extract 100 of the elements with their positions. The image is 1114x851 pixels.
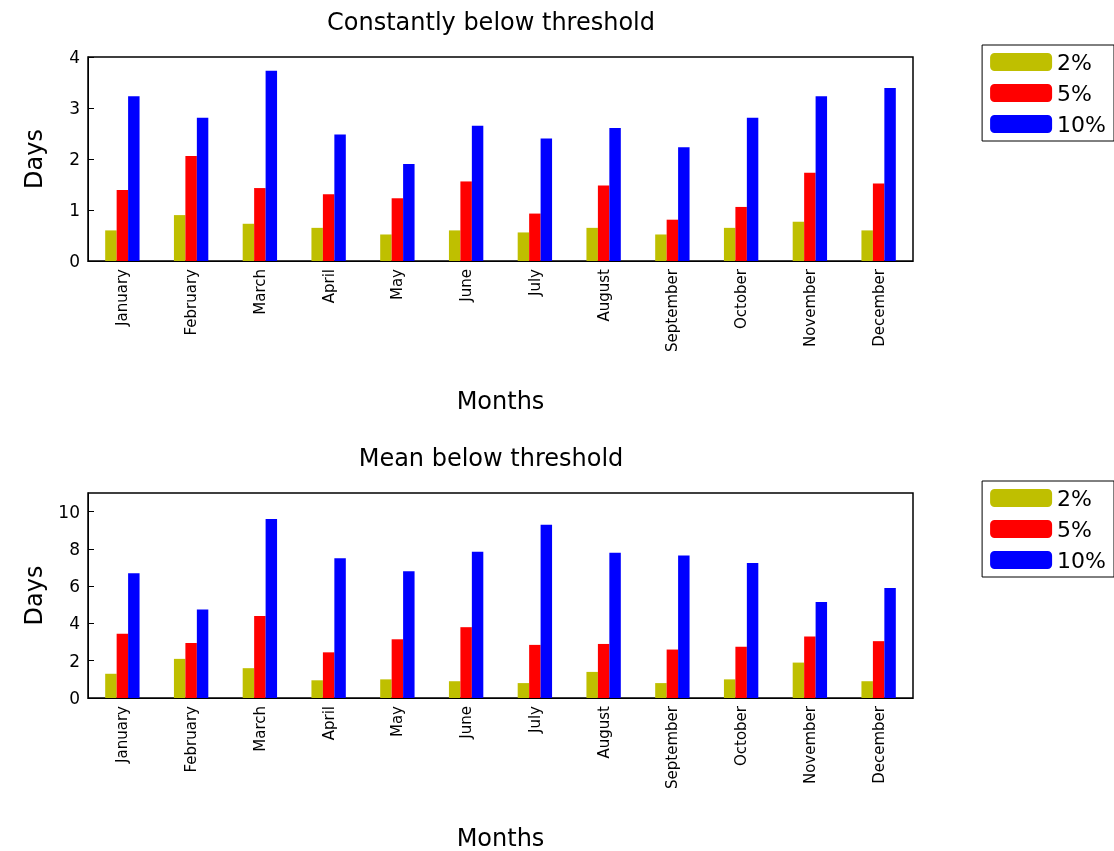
bar	[517, 232, 530, 261]
y-tick-label: 2	[69, 650, 80, 671]
bar	[861, 230, 873, 261]
x-tick-label: May	[388, 268, 407, 301]
bar	[403, 164, 415, 261]
y-axis-title: Days	[20, 565, 48, 626]
bar	[609, 127, 621, 261]
x-tick-label: August	[594, 705, 613, 759]
bar	[265, 70, 278, 261]
bar	[242, 223, 255, 261]
bar	[517, 683, 530, 698]
x-tick-label: June	[457, 269, 476, 303]
bar	[403, 571, 415, 698]
bar	[196, 117, 209, 261]
bar	[391, 198, 404, 261]
bar	[380, 234, 392, 261]
bar	[792, 221, 805, 261]
bar	[529, 644, 541, 698]
bar	[735, 646, 747, 698]
x-axis-title: Months	[456, 387, 545, 415]
bar	[471, 125, 484, 261]
bar	[173, 215, 186, 261]
bar	[723, 679, 736, 698]
x-tick-label: February	[182, 268, 201, 336]
y-tick-label: 4	[69, 47, 80, 67]
bar	[884, 88, 896, 261]
y-tick-label: 4	[69, 613, 80, 634]
bar	[196, 609, 209, 698]
y-tick-label: 0	[69, 688, 80, 708]
bar	[242, 668, 255, 698]
bar	[815, 602, 828, 698]
bar	[884, 588, 896, 698]
y-tick-label: 2	[69, 149, 80, 169]
y-tick-label: 0	[69, 251, 80, 271]
y-tick-label: 3	[69, 98, 80, 118]
bar	[173, 658, 186, 698]
chart-title: Constantly below threshold	[326, 8, 656, 36]
legend-label: 2%	[1057, 49, 1093, 75]
bar	[311, 680, 323, 698]
bar	[128, 573, 140, 698]
x-tick-label: December	[869, 705, 888, 784]
legend-label: 10%	[1057, 547, 1107, 573]
legend-label: 2%	[1057, 485, 1093, 511]
bar	[311, 227, 323, 261]
y-tick-label: 1	[69, 200, 80, 220]
x-tick-label: December	[869, 268, 888, 347]
x-tick-label: March	[250, 269, 269, 315]
bar	[597, 643, 610, 698]
bar	[448, 230, 461, 261]
x-tick-label: April	[319, 706, 338, 741]
x-tick-label: October	[732, 705, 751, 767]
x-tick-label: November	[800, 705, 819, 785]
x-tick-label: August	[594, 268, 613, 322]
x-tick-label: July	[525, 705, 544, 734]
x-tick-label: September	[663, 268, 682, 352]
bar	[746, 117, 759, 261]
bar	[105, 230, 117, 261]
bar	[380, 679, 392, 698]
bar	[872, 641, 885, 698]
bar	[804, 172, 816, 261]
bar	[185, 155, 197, 261]
bar	[529, 213, 541, 261]
y-axis-title: Days	[20, 129, 48, 189]
bar	[460, 627, 472, 698]
bar	[322, 194, 335, 261]
bar	[655, 234, 667, 261]
x-tick-label: March	[250, 706, 269, 752]
bar	[254, 616, 266, 698]
bar	[597, 185, 610, 261]
x-tick-label: January	[113, 268, 132, 327]
bar	[792, 662, 805, 698]
y-tick-label: 6	[69, 576, 80, 597]
legend-label: 5%	[1057, 516, 1093, 542]
x-tick-label: January	[113, 705, 132, 764]
x-tick-label: June	[457, 706, 476, 740]
legend-label: 5%	[1057, 80, 1093, 106]
y-tick-label: 10	[58, 501, 80, 522]
bar	[609, 552, 621, 698]
bar	[128, 96, 140, 261]
bar	[655, 683, 667, 698]
bar	[334, 134, 346, 261]
bar	[391, 639, 404, 698]
legend-label: 10%	[1057, 111, 1107, 137]
x-tick-label: April	[319, 269, 338, 304]
bar	[861, 681, 873, 698]
x-tick-label: February	[182, 705, 201, 773]
bar	[735, 206, 747, 261]
bar	[678, 555, 690, 698]
x-tick-label: November	[800, 268, 819, 348]
bar	[254, 188, 266, 261]
bar	[666, 649, 679, 698]
bar	[540, 524, 553, 698]
bar	[105, 673, 117, 698]
bar	[746, 562, 759, 698]
x-axis-title: Months	[456, 824, 545, 851]
bar	[723, 227, 736, 261]
bar	[265, 519, 278, 698]
x-tick-label: July	[525, 268, 544, 297]
bar	[116, 190, 129, 261]
bar	[815, 96, 828, 261]
